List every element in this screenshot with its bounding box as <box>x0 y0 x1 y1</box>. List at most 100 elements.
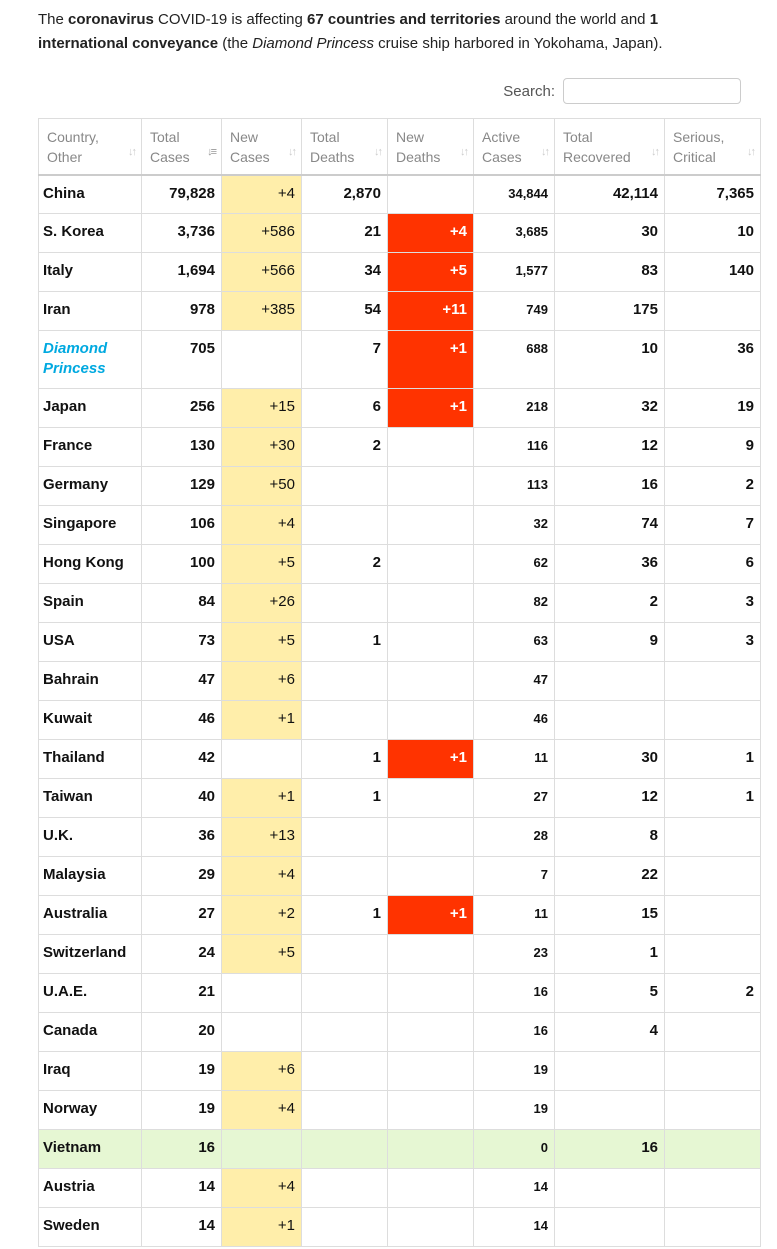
cell-total-recovered: 175 <box>554 291 665 331</box>
cell-new-deaths <box>387 583 474 623</box>
cell-serious-critical <box>664 661 761 701</box>
cell-active-cases: 1,577 <box>473 252 555 292</box>
cell-total-deaths: 1 <box>301 739 388 779</box>
cell-new-cases: +50 <box>221 466 302 506</box>
cell-new-deaths <box>387 544 474 584</box>
table-row: Australia 27 +2 1 +1 11 15 <box>38 895 761 935</box>
cell-new-deaths: +1 <box>387 739 474 779</box>
cell-total-recovered: 8 <box>554 817 665 857</box>
cell-new-cases: +30 <box>221 427 302 467</box>
table-row: Sweden 14 +1 14 <box>38 1207 761 1247</box>
header-label-line1: New <box>230 129 259 145</box>
search-input[interactable] <box>563 78 741 104</box>
table-row: Taiwan 40 +1 1 27 12 1 <box>38 778 761 818</box>
cell-total-recovered <box>554 700 665 740</box>
cell-total-cases: 42 <box>141 739 222 779</box>
sort-icon[interactable]: ↓↑ <box>288 145 297 158</box>
cell-serious-critical <box>664 1051 761 1091</box>
sort-icon[interactable]: ↓↑ <box>651 145 660 158</box>
cell-active-cases: 0 <box>473 1129 555 1169</box>
cell-serious-critical: 7 <box>664 505 761 545</box>
cell-country: Norway <box>38 1090 142 1130</box>
intro-bold-conveyance: 1 international conveyance <box>38 11 659 52</box>
cell-total-recovered: 74 <box>554 505 665 545</box>
cell-new-cases: +4 <box>221 856 302 896</box>
cell-country: Singapore <box>38 505 142 545</box>
sort-icon[interactable]: ↓↑ <box>374 145 383 158</box>
table-body: China 79,828 +4 2,870 34,844 42,114 7,365 S. Ko… <box>38 174 761 1247</box>
cell-active-cases: 19 <box>473 1090 555 1130</box>
intro-text: COVID-19 is affecting <box>153 11 308 28</box>
cell-serious-critical <box>664 1090 761 1130</box>
cell-new-cases: +6 <box>221 1051 302 1091</box>
cell-active-cases: 34,844 <box>473 174 555 214</box>
header-serious-critical[interactable]: Serious, Critical ↓↑ <box>664 118 761 176</box>
cell-active-cases: 28 <box>473 817 555 857</box>
cell-total-recovered: 9 <box>554 622 665 662</box>
cell-serious-critical: 6 <box>664 544 761 584</box>
cell-new-deaths <box>387 700 474 740</box>
cell-total-cases: 36 <box>141 817 222 857</box>
cell-total-cases: 14 <box>141 1168 222 1208</box>
header-new-deaths[interactable]: New Deaths ↓↑ <box>387 118 474 176</box>
header-row: Country, Other ↓↑ Total Cases ↓≡ New Cases ↓↑ Tot… <box>38 118 761 176</box>
cell-new-deaths: +4 <box>387 213 474 253</box>
cell-active-cases: 11 <box>473 895 555 935</box>
cell-country: U.A.E. <box>38 973 142 1013</box>
cell-new-deaths <box>387 174 474 214</box>
cell-total-recovered: 10 <box>554 330 665 389</box>
cases-table: Country, Other ↓↑ Total Cases ↓≡ New Cases ↓↑ Tot… <box>38 118 761 1247</box>
sort-icon[interactable]: ↓≡ <box>207 145 217 158</box>
cell-total-deaths <box>301 1051 388 1091</box>
sort-icon[interactable]: ↓↑ <box>460 145 469 158</box>
cell-new-deaths: +5 <box>387 252 474 292</box>
intro-bold-virus: coronavirus <box>68 11 154 28</box>
header-label-line2: Other <box>47 149 83 165</box>
cell-total-recovered <box>554 1207 665 1247</box>
sort-icon[interactable]: ↓↑ <box>747 145 756 158</box>
cell-total-cases: 978 <box>141 291 222 331</box>
header-total-cases[interactable]: Total Cases ↓≡ <box>141 118 222 176</box>
header-country[interactable]: Country, Other ↓↑ <box>38 118 142 176</box>
cell-total-deaths <box>301 700 388 740</box>
cell-country: Japan <box>38 388 142 428</box>
cell-total-deaths: 34 <box>301 252 388 292</box>
intro-text: (the <box>218 35 253 52</box>
intro-paragraph: The coronavirus COVID-19 is affecting 67… <box>38 8 748 56</box>
cell-active-cases: 23 <box>473 934 555 974</box>
cell-country: Spain <box>38 583 142 623</box>
cell-country[interactable]: Diamond Princess <box>38 330 142 389</box>
cell-country: Kuwait <box>38 700 142 740</box>
cell-serious-critical: 7,365 <box>664 174 761 214</box>
cell-total-deaths <box>301 661 388 701</box>
cell-new-cases: +1 <box>221 1207 302 1247</box>
cell-new-cases: +26 <box>221 583 302 623</box>
header-total-deaths[interactable]: Total Deaths ↓↑ <box>301 118 388 176</box>
cell-total-cases: 24 <box>141 934 222 974</box>
cell-new-cases: +4 <box>221 174 302 214</box>
sort-icon[interactable]: ↓↑ <box>128 145 137 158</box>
cell-serious-critical: 19 <box>664 388 761 428</box>
cell-total-recovered: 36 <box>554 544 665 584</box>
cell-serious-critical <box>664 700 761 740</box>
cell-country: Bahrain <box>38 661 142 701</box>
cell-new-cases <box>221 973 302 1013</box>
cell-new-cases: +6 <box>221 661 302 701</box>
cell-total-deaths <box>301 817 388 857</box>
cell-total-cases: 3,736 <box>141 213 222 253</box>
cell-new-deaths <box>387 778 474 818</box>
header-active-cases[interactable]: Active Cases ↓↑ <box>473 118 555 176</box>
header-new-cases[interactable]: New Cases ↓↑ <box>221 118 302 176</box>
cell-total-recovered: 12 <box>554 778 665 818</box>
cell-total-cases: 27 <box>141 895 222 935</box>
cell-new-cases: +15 <box>221 388 302 428</box>
cell-total-recovered: 12 <box>554 427 665 467</box>
cell-total-cases: 1,694 <box>141 252 222 292</box>
header-label-line2: Cases <box>150 149 190 165</box>
cell-total-recovered: 16 <box>554 1129 665 1169</box>
cell-country: Iran <box>38 291 142 331</box>
header-total-recovered[interactable]: Total Recovered ↓↑ <box>554 118 665 176</box>
table-row: Spain 84 +26 82 2 3 <box>38 583 761 623</box>
cell-active-cases: 218 <box>473 388 555 428</box>
sort-icon[interactable]: ↓↑ <box>541 145 550 158</box>
